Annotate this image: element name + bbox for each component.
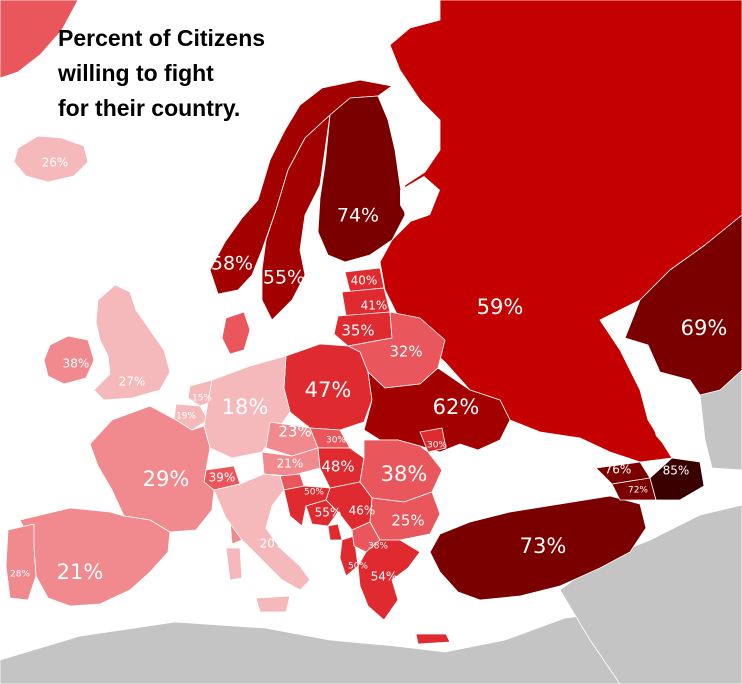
region-montenegro bbox=[327, 523, 343, 541]
label-ukraine: 62% bbox=[433, 395, 480, 419]
region-greenland bbox=[0, 0, 79, 79]
region-turkey bbox=[429, 495, 647, 601]
label-moldova: 30% bbox=[427, 441, 447, 451]
region-bulgaria bbox=[369, 491, 441, 541]
label-greece: 54% bbox=[371, 570, 398, 584]
label-azerbaijan: 85% bbox=[663, 464, 690, 478]
region-ireland bbox=[43, 335, 95, 385]
region-bosnia bbox=[305, 499, 339, 527]
label-hungary: 48% bbox=[321, 458, 354, 476]
title-line-1: Percent of Citizens bbox=[58, 25, 265, 51]
label-lithuania: 35% bbox=[341, 322, 374, 340]
label-italy: 20% bbox=[260, 537, 287, 551]
label-estonia: 40% bbox=[351, 274, 378, 288]
label-serbia: 46% bbox=[349, 504, 376, 518]
label-sweden: 55% bbox=[263, 267, 305, 289]
label-netherlands: 15% bbox=[192, 394, 212, 404]
land-north-africa bbox=[0, 614, 742, 684]
region-greece bbox=[357, 539, 421, 621]
title-line-3: for their country. bbox=[58, 95, 240, 121]
region-albania bbox=[339, 535, 359, 577]
region-belgium bbox=[173, 403, 209, 431]
label-georgia: 76% bbox=[605, 463, 632, 477]
label-bulgaria: 25% bbox=[391, 512, 424, 530]
map-title: Percent of Citizens willing to fight for… bbox=[57, 25, 265, 121]
label-austria: 21% bbox=[277, 457, 304, 471]
region-ukraine bbox=[363, 367, 511, 453]
label-kazakhstan: 69% bbox=[681, 316, 728, 340]
region-azerbaijan bbox=[649, 457, 705, 501]
label-slovakia: 30% bbox=[326, 436, 346, 446]
label-uk: 27% bbox=[119, 375, 146, 389]
label-poland: 47% bbox=[305, 378, 352, 402]
region-finland bbox=[317, 95, 406, 263]
region-russia bbox=[379, 0, 742, 463]
region-denmark bbox=[221, 311, 251, 355]
label-germany: 18% bbox=[222, 395, 269, 419]
label-russia: 59% bbox=[477, 295, 524, 319]
sea-baltic bbox=[280, 255, 334, 342]
region-uk bbox=[93, 284, 171, 401]
label-ireland: 38% bbox=[63, 357, 90, 371]
region-portugal bbox=[5, 523, 37, 601]
region-crete bbox=[415, 633, 451, 645]
label-switzerland: 39% bbox=[209, 471, 236, 485]
label-armenia: 72% bbox=[628, 486, 648, 496]
label-spain: 21% bbox=[57, 560, 104, 584]
region-spain bbox=[19, 507, 171, 607]
region-sweden bbox=[261, 114, 331, 321]
region-iceland bbox=[13, 135, 89, 183]
region-sardinia bbox=[225, 547, 243, 581]
label-north-macedonia: 38% bbox=[368, 542, 388, 552]
sea-black bbox=[442, 446, 596, 512]
label-romania: 38% bbox=[381, 462, 428, 486]
region-france bbox=[89, 405, 215, 533]
label-iceland: 26% bbox=[42, 156, 69, 170]
label-finland: 74% bbox=[337, 205, 379, 227]
title-line-2: willing to fight bbox=[57, 60, 214, 86]
label-norway: 58% bbox=[211, 253, 253, 275]
sea-white bbox=[400, 176, 440, 222]
label-albania: 50% bbox=[348, 562, 368, 572]
region-sicily bbox=[255, 595, 291, 613]
label-belarus: 32% bbox=[389, 343, 422, 361]
label-turkey: 73% bbox=[520, 534, 567, 558]
region-kazakhstan bbox=[624, 214, 742, 396]
region-moldova bbox=[419, 427, 447, 453]
label-czechia: 23% bbox=[278, 423, 311, 441]
label-bosnia: 55% bbox=[315, 506, 342, 520]
map-labels: 26% 38% 27% 29% 28% 21% 15% 19% 18% 39% … bbox=[10, 156, 727, 585]
region-italy bbox=[213, 473, 311, 591]
sea-caspian bbox=[648, 386, 700, 454]
label-portugal: 28% bbox=[10, 570, 30, 580]
label-belgium: 19% bbox=[176, 412, 196, 422]
label-france: 29% bbox=[143, 467, 190, 491]
label-latvia: 41% bbox=[361, 299, 388, 313]
label-croatia: 50% bbox=[304, 488, 324, 498]
